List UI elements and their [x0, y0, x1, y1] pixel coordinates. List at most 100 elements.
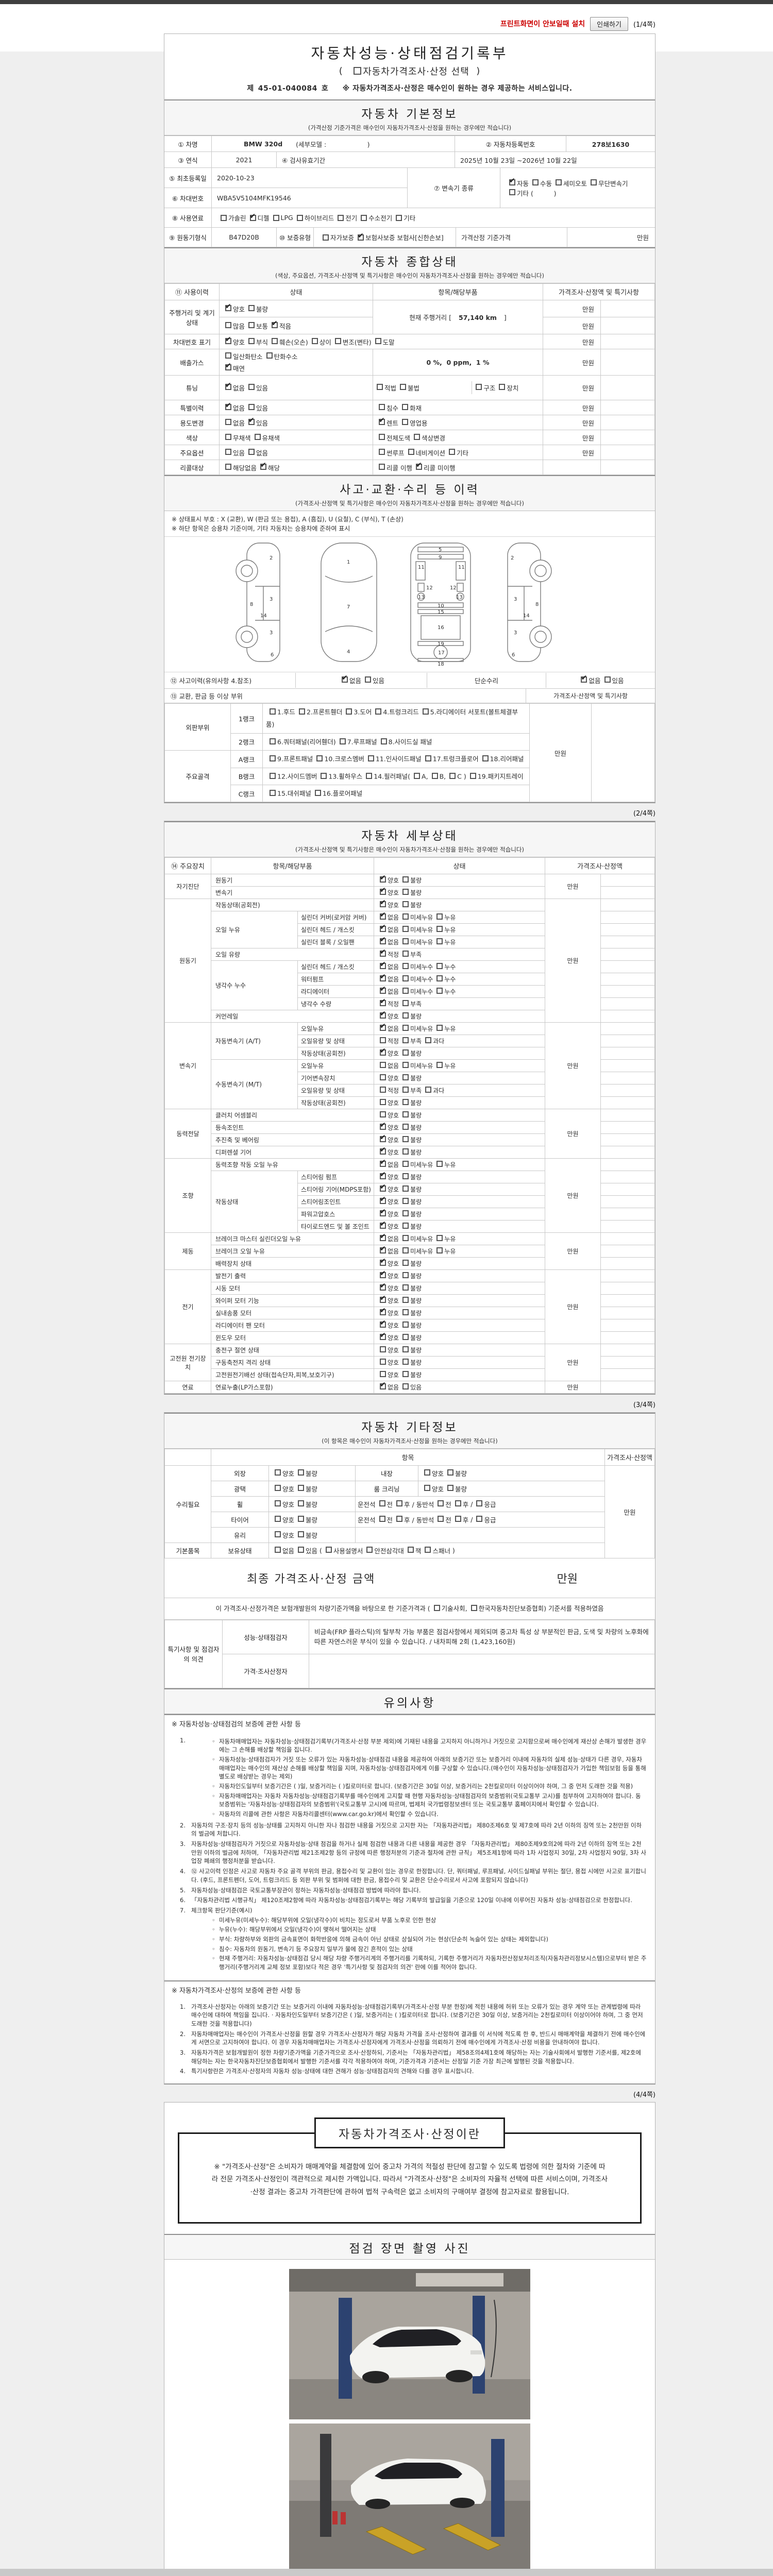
checkbox[interactable]: [402, 1111, 409, 1118]
checkbox[interactable]: [402, 889, 409, 895]
checkbox[interactable]: [396, 1500, 403, 1507]
checkbox[interactable]: [225, 381, 231, 390]
checkbox[interactable]: [402, 1297, 409, 1303]
checkbox[interactable]: [380, 1381, 386, 1390]
checkbox[interactable]: [275, 1469, 281, 1476]
print-button[interactable]: 인쇄하기: [590, 16, 628, 31]
checkbox[interactable]: [375, 337, 381, 344]
checkbox[interactable]: [341, 674, 348, 683]
checkbox[interactable]: [380, 1087, 386, 1093]
checkbox[interactable]: [436, 1235, 443, 1242]
checkbox[interactable]: [270, 708, 276, 715]
checkbox[interactable]: [425, 1547, 431, 1553]
checkbox[interactable]: [402, 1198, 409, 1205]
checkbox[interactable]: [380, 1359, 386, 1365]
checkbox[interactable]: [380, 923, 386, 933]
checkbox[interactable]: [221, 214, 227, 221]
print-install-notice[interactable]: 프린트화면이 안보일때 설치: [500, 20, 585, 28]
checkbox[interactable]: [361, 214, 367, 221]
checkbox[interactable]: [298, 1485, 305, 1492]
checkbox[interactable]: [402, 1124, 409, 1130]
checkbox[interactable]: [402, 963, 409, 970]
checkbox[interactable]: [402, 1321, 409, 1328]
checkbox[interactable]: [424, 1469, 430, 1476]
checkbox[interactable]: [436, 1247, 443, 1254]
checkbox[interactable]: [402, 901, 409, 908]
checkbox[interactable]: [380, 1099, 386, 1106]
checkbox[interactable]: [380, 1010, 386, 1019]
checkbox[interactable]: [470, 1605, 477, 1612]
checkbox[interactable]: [298, 1469, 305, 1476]
checkbox[interactable]: [225, 448, 231, 455]
checkbox[interactable]: [380, 1371, 386, 1378]
checkbox[interactable]: [248, 337, 255, 344]
checkbox[interactable]: [380, 1195, 386, 1205]
checkbox[interactable]: [248, 304, 255, 311]
checkbox[interactable]: [380, 1257, 386, 1266]
checkbox[interactable]: [254, 433, 261, 440]
checkbox[interactable]: [402, 1148, 409, 1155]
checkbox[interactable]: [314, 789, 321, 796]
checkbox[interactable]: [425, 1037, 432, 1044]
checkbox[interactable]: [402, 988, 409, 994]
checkbox[interactable]: [436, 1025, 443, 1031]
checkbox[interactable]: [249, 212, 256, 221]
checkbox[interactable]: [499, 384, 506, 390]
checkbox[interactable]: [469, 772, 476, 779]
checkbox[interactable]: [509, 189, 515, 195]
checkbox[interactable]: [380, 1047, 386, 1056]
checkbox[interactable]: [449, 448, 456, 455]
checkbox[interactable]: [248, 321, 255, 328]
checkbox[interactable]: [438, 1516, 444, 1522]
checkbox[interactable]: [380, 1294, 386, 1303]
checkbox[interactable]: [366, 1547, 373, 1553]
checkbox[interactable]: [380, 973, 386, 982]
checkbox[interactable]: [354, 66, 362, 75]
checkbox[interactable]: [272, 319, 278, 328]
checkbox[interactable]: [380, 1146, 386, 1155]
checkbox[interactable]: [323, 234, 329, 241]
checkbox[interactable]: [402, 1235, 409, 1242]
checkbox[interactable]: [334, 337, 341, 344]
checkbox[interactable]: [380, 1133, 386, 1143]
checkbox[interactable]: [380, 1319, 386, 1328]
checkbox[interactable]: [296, 214, 303, 221]
checkbox[interactable]: [273, 214, 279, 221]
checkbox[interactable]: [402, 1359, 409, 1365]
checkbox[interactable]: [298, 708, 305, 715]
checkbox[interactable]: [414, 433, 421, 440]
checkbox[interactable]: [338, 214, 344, 221]
checkbox[interactable]: [380, 874, 386, 883]
checkbox[interactable]: [346, 708, 352, 715]
checkbox[interactable]: [532, 179, 539, 185]
checkbox[interactable]: [225, 362, 231, 370]
checkbox[interactable]: [275, 1485, 281, 1492]
checkbox[interactable]: [424, 1485, 430, 1492]
checkbox[interactable]: [408, 448, 414, 455]
checkbox[interactable]: [402, 1136, 409, 1143]
checkbox[interactable]: [402, 403, 409, 410]
checkbox[interactable]: [402, 1383, 409, 1390]
checkbox[interactable]: [604, 676, 611, 683]
checkbox[interactable]: [402, 1012, 409, 1019]
checkbox[interactable]: [380, 936, 386, 945]
checkbox[interactable]: [425, 755, 431, 762]
checkbox[interactable]: [402, 1087, 409, 1093]
checkbox[interactable]: [402, 876, 409, 883]
checkbox[interactable]: [379, 403, 385, 410]
checkbox[interactable]: [339, 738, 346, 744]
checkbox[interactable]: [482, 755, 489, 762]
checkbox[interactable]: [379, 1516, 385, 1522]
checkbox[interactable]: [433, 1605, 440, 1612]
checkbox[interactable]: [436, 963, 443, 970]
checkbox[interactable]: [402, 1000, 409, 1007]
checkbox[interactable]: [476, 384, 482, 390]
checkbox[interactable]: [380, 1171, 386, 1180]
checkbox[interactable]: [402, 1223, 409, 1229]
checkbox[interactable]: [402, 1334, 409, 1341]
checkbox[interactable]: [379, 448, 385, 455]
checkbox[interactable]: [402, 1161, 409, 1167]
checkbox[interactable]: [402, 1062, 409, 1069]
checkbox[interactable]: [380, 1307, 386, 1316]
checkbox[interactable]: [422, 708, 429, 715]
